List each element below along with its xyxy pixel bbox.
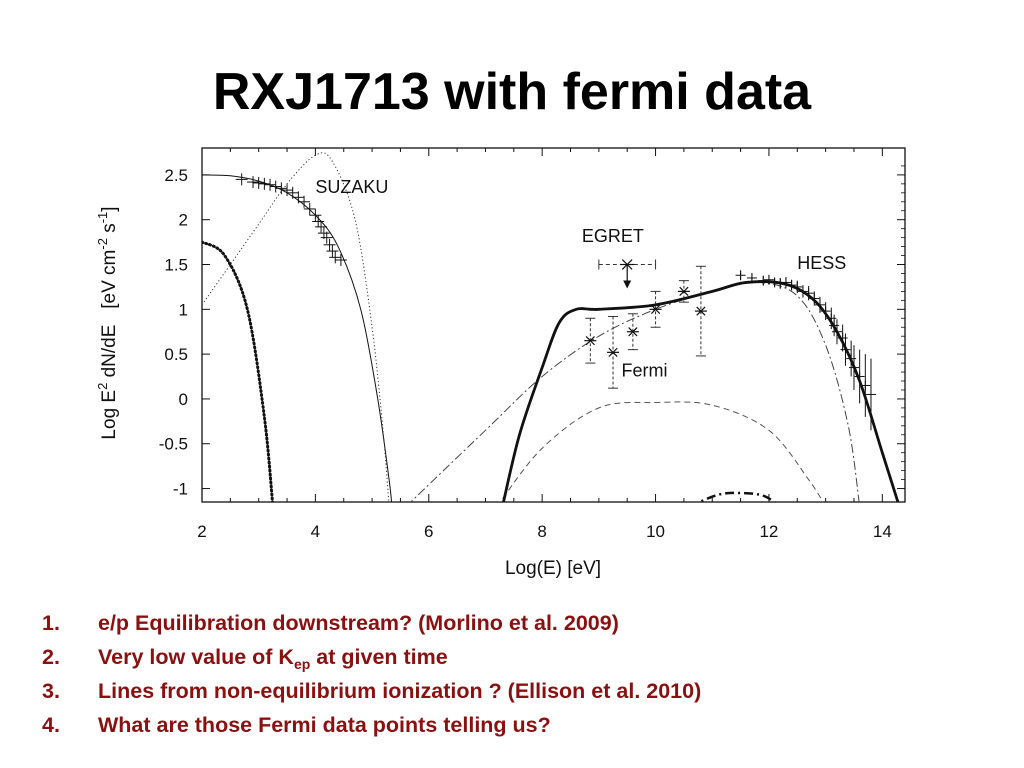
plot-frame bbox=[201, 147, 906, 503]
model-curve-thick-solid bbox=[502, 280, 900, 502]
fermi-point bbox=[628, 327, 638, 337]
egret-upper-limit-arrowhead bbox=[623, 280, 632, 289]
fermi-point bbox=[585, 336, 595, 346]
annotation-egret: EGRET bbox=[582, 226, 644, 246]
list-item: 4. What are those Fermi data points telli… bbox=[42, 713, 551, 737]
slide-title: RXJ1713 with fermi data bbox=[212, 63, 812, 121]
model-curves bbox=[202, 152, 900, 502]
y-tick-label: 2.5 bbox=[164, 166, 188, 185]
y-tick-label: -0.5 bbox=[159, 435, 188, 454]
x-tick-label: 4 bbox=[311, 522, 320, 541]
fermi-point bbox=[608, 347, 618, 357]
x-tick-label: 10 bbox=[646, 522, 665, 541]
sed-chart: 2 4 6 8 10 12 14 2.5 2 1.5 1 0.5 0 -0.5 -1 SUZAKU EGRET… bbox=[95, 147, 906, 579]
y-axis-title: Log E2 dN/dE [eV cm-2 s-1] bbox=[95, 206, 120, 439]
annotation-fermi: Fermi bbox=[622, 361, 668, 381]
model-curve-dotted bbox=[202, 152, 390, 502]
list-item: 3. Lines from non-equilibrium ionization … bbox=[42, 679, 702, 703]
annotations: SUZAKU EGRET HESS Fermi bbox=[315, 177, 846, 381]
y-axis-title-part: Log E bbox=[99, 390, 120, 440]
y-axis-title-superscript: -1 bbox=[95, 212, 110, 224]
y-tick-label: 1.5 bbox=[164, 256, 188, 275]
annotation-suzaku: SUZAKU bbox=[315, 177, 388, 197]
y-axis-title-part: dN/dE [eV cm bbox=[99, 250, 120, 383]
axis-ticks bbox=[201, 148, 905, 502]
y-axis-title-superscript: 2 bbox=[95, 383, 110, 390]
tick-labels: 2 4 6 8 10 12 14 2.5 2 1.5 1 0.5 0 -0.5 -1 bbox=[159, 166, 892, 541]
data-points bbox=[235, 173, 876, 431]
x-axis-title: Log(E) [eV] bbox=[505, 558, 601, 579]
fermi-point bbox=[650, 304, 661, 314]
y-axis-title-part: ] bbox=[99, 206, 120, 211]
y-axis-title-superscript: -2 bbox=[95, 238, 110, 250]
y-tick-label: 1 bbox=[179, 300, 188, 319]
x-tick-label: 8 bbox=[537, 522, 546, 541]
x-tick-label: 6 bbox=[424, 522, 433, 541]
y-tick-label: 0 bbox=[179, 390, 188, 409]
y-tick-label: 2 bbox=[179, 211, 188, 230]
x-tick-label: 14 bbox=[873, 522, 892, 541]
discussion-list: 1. e/p Equilibration downstream? (Morlino… bbox=[42, 606, 701, 742]
x-tick-label: 12 bbox=[759, 522, 778, 541]
list-item: 1. e/p Equilibration downstream? (Morlino… bbox=[42, 611, 619, 635]
model-curve-heavy-dash-dot bbox=[696, 491, 777, 502]
fermi-point bbox=[679, 286, 689, 297]
y-tick-label: 0.5 bbox=[164, 345, 188, 364]
model-curve-heavy-dotted bbox=[202, 240, 274, 502]
x-tick-label: 2 bbox=[197, 522, 206, 541]
model-curve-dashed bbox=[499, 401, 824, 502]
y-axis-title-part: s bbox=[99, 223, 120, 238]
list-item: 2. Very low value of Kep at given time bbox=[42, 645, 448, 672]
annotation-hess: HESS bbox=[797, 253, 846, 273]
fermi-point bbox=[696, 306, 706, 316]
y-tick-label: -1 bbox=[173, 480, 188, 499]
model-curve-thin-solid bbox=[202, 174, 393, 502]
